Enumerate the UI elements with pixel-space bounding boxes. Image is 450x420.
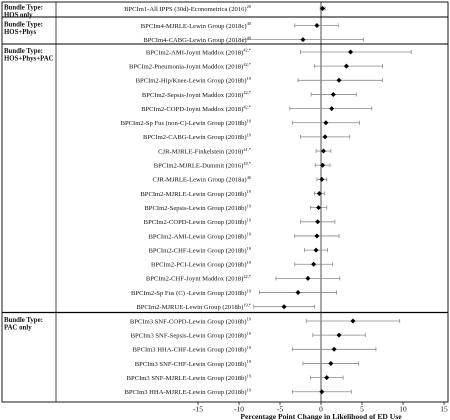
plot-marks [242,2,412,402]
group-label: Bundle Type: HOS+Phys+PAC [4,48,54,63]
point-estimate [311,261,317,267]
study-label: BPCIm2-AMI-Joynt Maddox (2018)42,* [146,48,251,57]
study-label: BPCIm2-Sp Fus (C) -Lewin Group (2018b)19 [131,288,252,297]
point-estimate [330,91,336,97]
study-label: BPCIm2-COPD-Lewin Group (2018b)19 [144,218,252,227]
point-estimate [343,63,349,69]
study-label: BPCIm3 SNF-Sepsis-Lewin Group (2018b)19 [131,331,252,340]
point-estimate [319,389,325,395]
point-estimate [313,247,319,253]
point-estimate [305,275,311,281]
x-tick-label: -10 [234,405,244,414]
group-label: Bundle Type: HOS+Phys [4,22,43,37]
study-label: BPCIm2-Pneumonia-Joynt Maddox (2018)42,* [129,62,251,71]
point-estimate [336,332,342,338]
point-estimate [322,134,328,140]
frame-border [1,1,449,403]
point-estimate [281,304,287,310]
point-estimate [316,205,322,211]
plot-frame [1,1,449,403]
point-estimate [314,233,320,239]
study-label: BPCIm1-All IPPS (30d)-Econometrica (2016… [124,4,252,13]
study-label: BPCIm3 SNF-COPD-Lewin Group (2018b)19 [130,317,252,326]
study-label: BPCIm2-COPD-Joynt Maddox (2018)42,* [141,104,251,113]
study-label: BPCIm2-Sepsis-Lewin Group (2018b)19 [144,203,251,212]
point-estimate [320,148,326,154]
study-label: BPCIm2-MJRLE-Lewin Group (2018b)19 [140,189,251,198]
point-estimate [350,318,356,324]
study-label: BPCIm2-Hip/Knee-Lewin Group (2018b)19 [136,76,252,85]
point-estimate [314,23,320,28]
study-label: BPCIm2-Sp Fus (non-C)-Lewin Group (2018b… [121,118,252,127]
point-estimate [348,49,354,55]
study-label: BPCIm4-MJRLE-Lewin Group (2018c)40 [141,21,252,30]
point-estimate [323,120,329,126]
point-estimate [295,290,301,296]
point-estimate [324,375,330,381]
study-label: BPCIm2-MJRUE-Lewin Group (2018b)19,* [136,302,251,311]
point-estimate [329,106,335,112]
row-labels: BPCIm1-All IPPS (30d)-Econometrica (2016… [121,4,252,396]
study-label: BPCIm3 SNF-CHF-Lewin Group (2018b)19 [135,359,252,368]
point-estimate [320,162,326,168]
study-label: BPCIm2-MJRLE-Dummit (2016)18,* [154,161,251,170]
point-estimate [320,6,326,11]
group-label: Bundle Type: PAC only [4,317,43,332]
study-label: CJR-MJRLE-Lewin Group (2018a)46 [152,175,251,184]
x-tick-label: 15 [440,405,448,414]
study-label: BPCIm3 HHA-CHF-Lewin Group (2018b)19 [133,345,252,354]
point-estimate [315,219,321,225]
x-axis: -15 -10 -5 0 5 10 15 Percentage Point Change in… [193,402,448,420]
study-label: CJR-MJRLE-Finkelstein (2018)41,* [158,147,251,156]
x-tick-label: 10 [399,405,407,414]
group-label: Bundle Type: HOS only [4,5,43,20]
point-estimate [336,77,342,83]
point-estimate [319,176,325,182]
study-label: BPCIm2-CHF-Joynt Maddox (2018)42,* [146,274,251,283]
point-estimate [328,360,334,366]
x-axis-title: Percentage Point Change in Likelihood of… [240,412,402,420]
group-labels: Bundle Type: HOS only Bundle Type: HOS+Phys… [4,5,54,332]
study-label: BPCIm2-PCI-Lewin Group (2018b)19 [151,260,252,269]
study-label: BPCIm2-CABG-Lewin Group (2018b)19 [143,133,252,142]
point-estimate [316,191,322,196]
study-label: BPCIm3 HHA-MJRLE-Lewin Group (2018b)19 [124,387,251,396]
x-tick-label: 0 [319,405,323,414]
study-label: BPCIm2-AMI-Lewin Group (2018b)19 [148,232,251,241]
study-label: BPCIm2-Sepsis-Joynt Maddox (2018)42,* [142,90,251,99]
x-tick-label: -5 [277,405,283,414]
point-estimate [300,37,306,43]
point-estimate [331,346,337,352]
study-label: BPCIm2-CHF-Lewin Group (2018b)19 [148,246,251,255]
x-tick-label: 5 [360,405,364,414]
x-tick-label: -15 [193,405,203,414]
study-label: BPCIm4-CABG-Lewin Group (2018c)40 [143,35,251,44]
study-label: BPCIm3 SNF-MJRLE-Lewin Group (2018b)19 [127,373,252,382]
